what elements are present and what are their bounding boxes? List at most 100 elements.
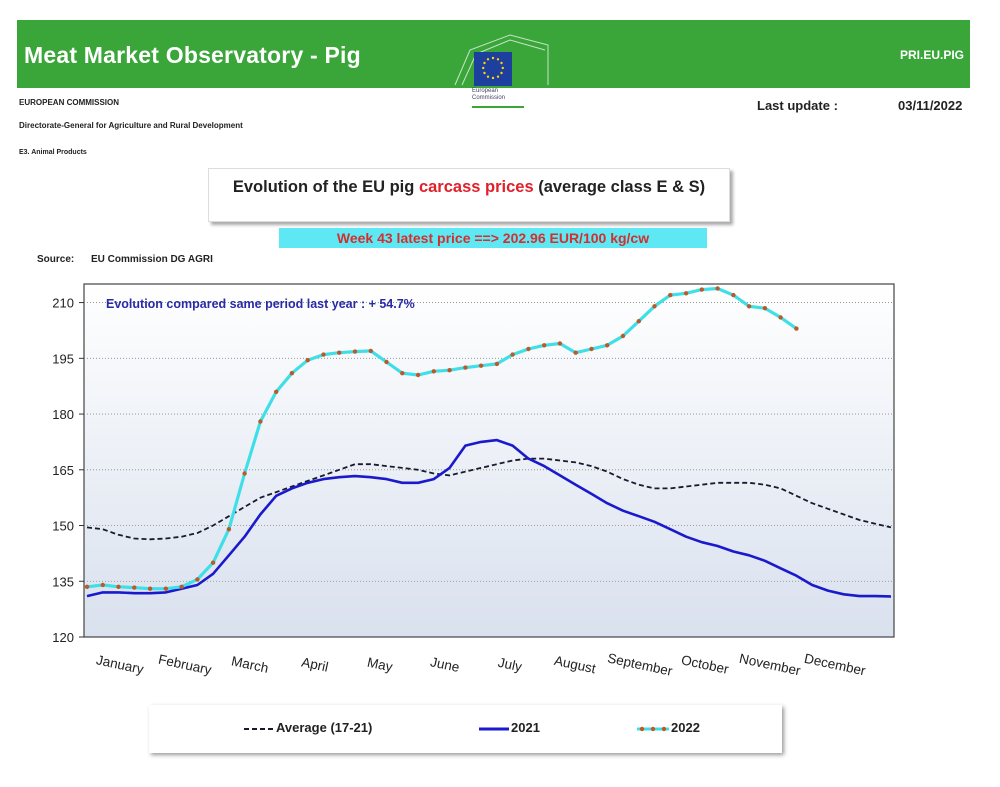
y-tick-label-210: 210 — [52, 296, 74, 311]
point-2022-week-1 — [84, 584, 90, 589]
point-2022-week-21 — [400, 371, 405, 376]
point-2022-week-4 — [132, 585, 137, 590]
source-value: EU Commission DG AGRI — [91, 254, 213, 265]
x-axis: January February March April May June July Augu… — [95, 650, 868, 679]
legend-item-2022: 2022 — [637, 720, 700, 735]
y-tick-label-120: 120 — [52, 630, 74, 645]
point-2022-week-3 — [116, 584, 121, 589]
point-2022-week-9 — [210, 560, 216, 565]
point-2022-week-30 — [542, 343, 547, 348]
y-axis: 120 135 150 165 180 195 210 — [52, 296, 84, 645]
gridlines — [84, 302, 894, 582]
x-tick-label-august: August — [553, 653, 597, 676]
point-2022-week-13 — [274, 389, 279, 394]
x-tick-label-september: September — [606, 650, 674, 679]
point-2022-week-41 — [715, 286, 720, 291]
point-2022-week-35 — [620, 333, 626, 339]
point-2022-week-20 — [384, 359, 389, 365]
chart-legend: Average (17-21) 2021 2022 — [149, 705, 782, 753]
legend-label-average: Average (17-21) — [276, 720, 373, 735]
x-tick-label-january: January — [95, 652, 145, 677]
legend-swatch-2022 — [637, 726, 669, 731]
point-2022-week-5 — [147, 586, 153, 591]
x-tick-label-february: February — [157, 652, 213, 678]
legend-swatch-2021 — [479, 727, 509, 731]
series-layer — [84, 286, 892, 598]
point-2022-week-6 — [163, 586, 168, 591]
x-tick-label-april: April — [300, 654, 330, 674]
point-2022-week-14 — [289, 371, 295, 376]
point-2022-week-39 — [683, 291, 689, 296]
last-update-value: 03/11/2022 — [898, 98, 963, 113]
point-2022-week-46 — [794, 326, 799, 331]
point-2022-week-16 — [321, 352, 326, 357]
point-2022-week-25 — [463, 365, 468, 370]
yoy-annotation: Evolution compared same period last year… — [106, 297, 415, 311]
point-2022-week-24 — [447, 368, 452, 373]
latest-price-banner: Week 43 latest price ==> 202.96 EUR/100 … — [279, 228, 707, 248]
point-2022-week-37 — [652, 304, 657, 309]
chart-title: Evolution of the EU pig carcass prices (… — [209, 178, 729, 197]
org-name: EUROPEAN COMMISSION — [19, 98, 120, 107]
point-2022-week-36 — [636, 319, 641, 324]
series-line-2022 — [86, 286, 798, 591]
point-2022-week-38 — [668, 292, 673, 298]
report-code: PRI.EU.PIG — [899, 48, 964, 62]
chart-title-box: Evolution of the EU pig carcass prices (… — [208, 168, 730, 222]
logo-caption: European Commission — [472, 88, 506, 101]
source-label: Source: — [37, 254, 75, 265]
point-2022-week-12 — [258, 419, 263, 424]
legend-label-2021: 2021 — [511, 720, 540, 735]
point-2022-week-31 — [557, 341, 563, 346]
point-2022-week-22 — [415, 372, 421, 378]
point-2022-week-17 — [337, 350, 342, 355]
latest-price-text: Week 43 latest price ==> 202.96 EUR/100 … — [336, 230, 650, 246]
point-2022-week-8 — [195, 577, 200, 582]
point-2022-week-29 — [526, 346, 531, 352]
european-commission-logo — [454, 34, 549, 86]
point-2022-week-33 — [589, 346, 594, 352]
y-tick-label-135: 135 — [52, 574, 74, 589]
x-tick-label-october: October — [680, 652, 731, 677]
chart-title-part3: (average class E & S) — [533, 178, 706, 196]
plot-area — [83, 283, 895, 638]
y-tick-label-150: 150 — [52, 519, 74, 534]
legend-swatch-average — [244, 727, 274, 730]
legend-item-2021: 2021 — [479, 720, 540, 735]
x-tick-label-june: June — [429, 654, 461, 675]
legend-label-2022: 2022 — [671, 720, 700, 735]
point-2022-week-7 — [179, 584, 184, 589]
point-2022-week-23 — [431, 369, 436, 374]
point-2022-week-28 — [510, 352, 515, 357]
point-2022-week-10 — [226, 527, 232, 532]
y-tick-label-165: 165 — [52, 463, 74, 478]
series-line-2021 — [86, 438, 892, 598]
point-2022-week-27 — [494, 361, 500, 367]
point-2022-week-42 — [731, 292, 736, 298]
point-2022-week-18 — [352, 349, 358, 354]
point-2022-week-11 — [242, 471, 247, 476]
point-2022-week-45 — [778, 315, 783, 320]
x-tick-label-july: July — [497, 655, 524, 675]
price-line-chart: 120 135 150 165 180 195 210 January February Mar… — [52, 283, 895, 679]
point-2022-week-26 — [478, 363, 484, 368]
point-2022-week-40 — [699, 287, 704, 292]
chart-title-highlight: carcass prices — [418, 178, 534, 196]
point-2022-week-44 — [762, 306, 768, 311]
point-2022-week-19 — [368, 348, 373, 354]
x-tick-label-march: March — [230, 653, 270, 675]
point-2022-week-43 — [746, 304, 752, 309]
page-title: Meat Market Observatory - Pig — [24, 42, 361, 68]
x-tick-label-december: December — [803, 651, 868, 679]
x-tick-label-may: May — [366, 655, 394, 675]
point-2022-week-2 — [100, 582, 106, 588]
x-tick-label-november: November — [738, 651, 803, 679]
point-2022-week-34 — [605, 343, 610, 348]
series-line-average — [86, 457, 892, 541]
legend-item-average: Average (17-21) — [244, 720, 372, 735]
y-tick-label-195: 195 — [52, 351, 74, 366]
last-update-label: Last update : — [757, 98, 838, 113]
directorate-name: Directorate-General for Agriculture and … — [19, 121, 243, 130]
logo-underline — [472, 106, 524, 108]
unit-name: E3. Animal Products — [19, 149, 87, 156]
